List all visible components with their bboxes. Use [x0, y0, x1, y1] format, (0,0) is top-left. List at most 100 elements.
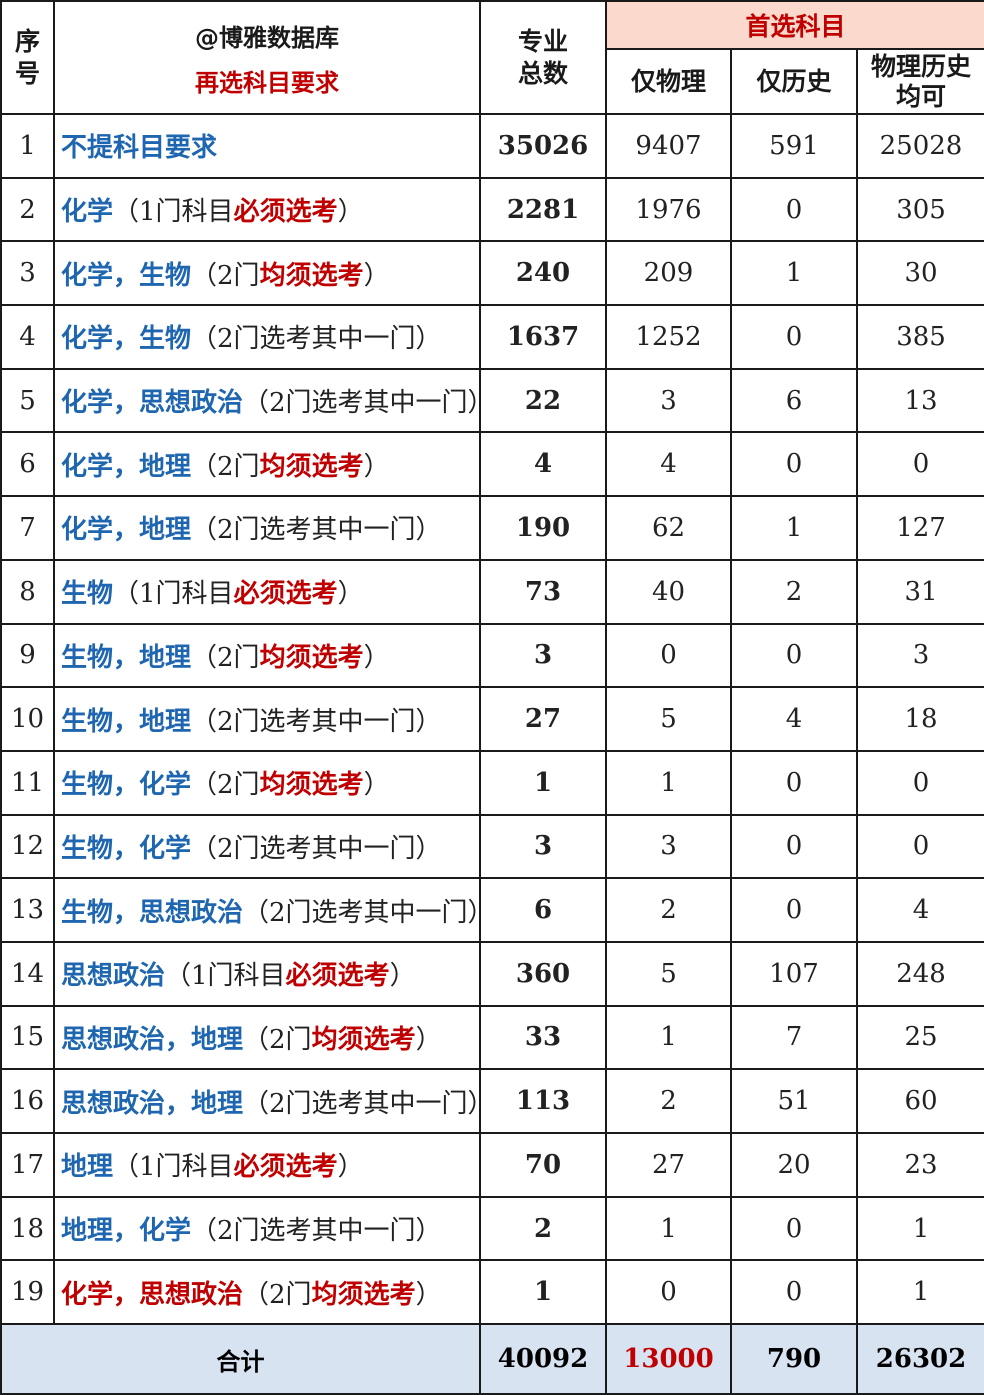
row-total: 3: [479, 813, 607, 880]
row-requirement: 化学，思想政治（2门选考其中一门）: [53, 367, 481, 434]
row-total: 1: [479, 749, 607, 816]
row-physics-only: 2: [605, 877, 732, 943]
either-header-label: 物理历史均可: [870, 51, 971, 111]
row-physics-only: 0: [605, 622, 732, 689]
table-row: 11 生物，化学（2门均须选考） 1 1 0 0: [0, 749, 984, 816]
row-seq: 10: [0, 686, 55, 752]
row-requirement: 思想政治（1门科目必须选考）: [53, 940, 481, 1007]
row-requirement: 化学，地理（2门均须选考）: [53, 431, 481, 498]
row-physics-only: 4: [605, 431, 732, 498]
either-header: 物理历史均可: [855, 48, 984, 115]
table-row: 15 思想政治，地理（2门均须选考） 33 1 7 25: [0, 1004, 984, 1071]
row-physics-only: 40: [605, 558, 732, 625]
row-total: 190: [479, 495, 607, 561]
row-either: 248: [855, 940, 984, 1007]
row-paren-open: （2门: [243, 1024, 312, 1055]
row-seq: 15: [0, 1004, 55, 1071]
row-seq: 7: [0, 495, 55, 561]
row-history-only: 0: [730, 622, 858, 689]
summary-history-only: 790: [730, 1323, 858, 1395]
row-requirement: 生物，思想政治（2门选考其中一门）: [53, 877, 481, 943]
row-either: 1: [855, 1195, 984, 1262]
table-row: 4 化学，生物（2门选考其中一门） 1637 1252 0 385: [0, 304, 984, 370]
row-requirement-type: 必须选考: [233, 197, 338, 228]
row-history-only: 0: [730, 813, 858, 880]
row-total: 6: [479, 877, 607, 943]
row-total: 35026: [479, 113, 607, 179]
row-total: 1637: [479, 304, 607, 370]
table-row: 5 化学，思想政治（2门选考其中一门） 22 3 6 13: [0, 367, 984, 434]
row-requirement: 化学，生物（2门选考其中一门）: [53, 304, 481, 370]
row-either: 3: [855, 622, 984, 689]
row-subjects: 化学，生物: [61, 324, 192, 355]
row-total: 1: [479, 1259, 607, 1326]
table-row: 14 思想政治（1门科目必须选考） 360 5 107 248: [0, 940, 984, 1007]
row-paren-open: （2门选考其中一门）: [243, 1088, 480, 1119]
history-only-header: 仅历史: [730, 48, 858, 115]
row-subjects: 生物，地理: [61, 642, 192, 673]
row-seq: 1: [0, 113, 55, 179]
row-subjects: 生物: [61, 579, 114, 610]
row-subjects: 思想政治，地理: [61, 1088, 244, 1119]
summary-row: 合计 40092 13000 790 26302: [0, 1323, 984, 1395]
row-requirement: 生物，化学（2门选考其中一门）: [53, 813, 481, 880]
row-paren-open: （2门: [191, 642, 260, 673]
row-either: 13: [855, 367, 984, 434]
requirement-header-label: 再选科目要求: [195, 68, 339, 97]
table-row: 12 生物，化学（2门选考其中一门） 3 3 0 0: [0, 813, 984, 880]
row-physics-only: 1976: [605, 176, 732, 243]
table-row: 18 地理，化学（2门选考其中一门） 2 1 0 1: [0, 1195, 984, 1262]
total-header: 专业总数: [479, 0, 607, 115]
row-paren-close: ）: [415, 1279, 442, 1310]
row-subjects: 地理: [61, 1152, 114, 1183]
row-physics-only: 62: [605, 495, 732, 561]
row-subjects: 化学，生物: [61, 260, 192, 291]
row-requirement: 地理（1门科目必须选考）: [53, 1132, 481, 1198]
row-seq: 3: [0, 240, 55, 307]
row-seq: 9: [0, 622, 55, 689]
table-row: 19 化学，思想政治（2门均须选考） 1 0 0 1: [0, 1259, 984, 1326]
row-either: 25: [855, 1004, 984, 1071]
row-physics-only: 1: [605, 749, 732, 816]
row-subjects: 思想政治，地理: [61, 1024, 244, 1055]
row-requirement: 化学，生物（2门均须选考）: [53, 240, 481, 307]
row-requirement-type: 均须选考: [259, 642, 364, 673]
seq-header: 序号: [0, 0, 55, 115]
row-paren-open: （2门: [191, 451, 260, 482]
row-total: 3: [479, 622, 607, 689]
row-subjects: 生物，地理: [61, 706, 192, 737]
row-history-only: 0: [730, 176, 858, 243]
row-total: 4: [479, 431, 607, 498]
row-either: 305: [855, 176, 984, 243]
row-seq: 2: [0, 176, 55, 243]
row-paren-close: ）: [363, 642, 390, 673]
row-requirement: 化学（1门科目必须选考）: [53, 176, 481, 243]
table-row: 2 化学（1门科目必须选考） 2281 1976 0 305: [0, 176, 984, 243]
row-seq: 5: [0, 367, 55, 434]
row-history-only: 0: [730, 877, 858, 943]
row-history-only: 107: [730, 940, 858, 1007]
row-requirement-type: 均须选考: [259, 451, 364, 482]
table-row: 7 化学，地理（2门选考其中一门） 190 62 1 127: [0, 495, 984, 561]
row-paren-open: （2门选考其中一门）: [191, 1216, 442, 1247]
row-requirement-type: 均须选考: [259, 260, 364, 291]
row-history-only: 1: [730, 495, 858, 561]
row-physics-only: 27: [605, 1132, 732, 1198]
requirement-header: @博雅数据库 再选科目要求: [53, 0, 481, 115]
row-either: 60: [855, 1068, 984, 1134]
row-requirement: 生物（1门科目必须选考）: [53, 558, 481, 625]
seq-header-label: 序号: [14, 26, 40, 88]
row-history-only: 0: [730, 749, 858, 816]
row-either: 385: [855, 304, 984, 370]
row-paren-open: （2门选考其中一门）: [191, 706, 442, 737]
table-row: 10 生物，地理（2门选考其中一门） 27 5 4 18: [0, 686, 984, 752]
row-history-only: 7: [730, 1004, 858, 1071]
row-seq: 13: [0, 877, 55, 943]
summary-label: 合计: [0, 1323, 481, 1395]
row-total: 73: [479, 558, 607, 625]
row-requirement-type: 必须选考: [233, 579, 338, 610]
summary-either: 26302: [855, 1323, 984, 1395]
row-seq: 12: [0, 813, 55, 880]
row-total: 2: [479, 1195, 607, 1262]
row-paren-close: ）: [337, 1152, 364, 1183]
